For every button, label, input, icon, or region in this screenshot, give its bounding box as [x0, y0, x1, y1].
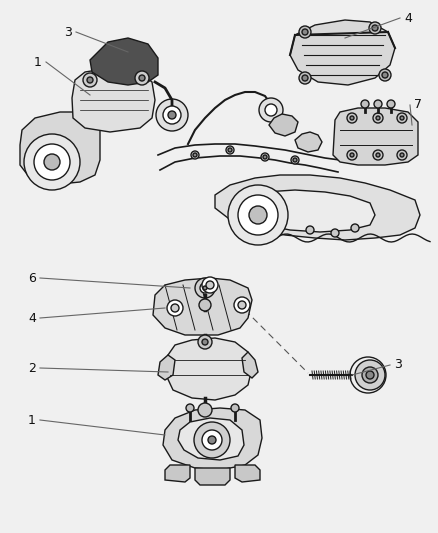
Polygon shape — [178, 418, 244, 460]
Circle shape — [387, 100, 395, 108]
Text: 4: 4 — [404, 12, 412, 25]
Circle shape — [400, 153, 404, 157]
Polygon shape — [165, 465, 190, 482]
Circle shape — [382, 72, 388, 78]
Circle shape — [202, 339, 208, 345]
Polygon shape — [153, 278, 252, 335]
Text: 1: 1 — [28, 414, 36, 426]
Polygon shape — [269, 114, 298, 136]
Polygon shape — [215, 175, 420, 240]
Circle shape — [139, 75, 145, 81]
Circle shape — [291, 156, 299, 164]
Text: 2: 2 — [28, 361, 36, 375]
Circle shape — [199, 299, 211, 311]
Circle shape — [379, 69, 391, 81]
Circle shape — [231, 404, 239, 412]
Polygon shape — [295, 132, 322, 152]
Circle shape — [208, 436, 216, 444]
Text: 3: 3 — [394, 359, 402, 372]
Circle shape — [193, 153, 197, 157]
Text: 3: 3 — [64, 26, 72, 38]
Circle shape — [265, 104, 277, 116]
Polygon shape — [72, 68, 155, 132]
Circle shape — [226, 146, 234, 154]
Circle shape — [163, 106, 181, 124]
Polygon shape — [235, 465, 260, 482]
Circle shape — [44, 154, 60, 170]
Polygon shape — [166, 338, 252, 400]
Circle shape — [261, 153, 269, 161]
Circle shape — [362, 367, 378, 383]
Circle shape — [397, 150, 407, 160]
Circle shape — [397, 113, 407, 123]
Polygon shape — [20, 112, 100, 185]
Circle shape — [194, 422, 230, 458]
Polygon shape — [158, 355, 175, 380]
Circle shape — [171, 304, 179, 312]
Circle shape — [259, 98, 283, 122]
Circle shape — [302, 29, 308, 35]
Circle shape — [203, 286, 207, 290]
Circle shape — [373, 150, 383, 160]
Circle shape — [167, 300, 183, 316]
Circle shape — [361, 100, 369, 108]
Circle shape — [347, 150, 357, 160]
Circle shape — [238, 195, 278, 235]
Circle shape — [347, 113, 357, 123]
Circle shape — [351, 224, 359, 232]
Circle shape — [34, 144, 70, 180]
Polygon shape — [90, 38, 158, 85]
Text: 1: 1 — [34, 55, 42, 69]
Polygon shape — [195, 468, 230, 485]
Circle shape — [293, 158, 297, 162]
Circle shape — [400, 116, 404, 120]
Circle shape — [234, 297, 250, 313]
Circle shape — [263, 155, 267, 159]
Circle shape — [331, 229, 339, 237]
Polygon shape — [242, 352, 258, 378]
Polygon shape — [163, 408, 262, 470]
Circle shape — [350, 116, 354, 120]
Circle shape — [238, 301, 246, 309]
Circle shape — [168, 111, 176, 119]
Circle shape — [87, 77, 93, 83]
Circle shape — [186, 404, 194, 412]
Circle shape — [299, 72, 311, 84]
Circle shape — [376, 116, 380, 120]
Circle shape — [228, 185, 288, 245]
Circle shape — [24, 134, 80, 190]
Circle shape — [198, 403, 212, 417]
Circle shape — [369, 22, 381, 34]
Circle shape — [376, 153, 380, 157]
Polygon shape — [236, 190, 375, 232]
Circle shape — [372, 25, 378, 31]
Circle shape — [198, 335, 212, 349]
Circle shape — [302, 75, 308, 81]
Circle shape — [206, 281, 214, 289]
Circle shape — [299, 26, 311, 38]
Circle shape — [249, 206, 267, 224]
Circle shape — [374, 100, 382, 108]
Text: 4: 4 — [28, 311, 36, 325]
Circle shape — [191, 151, 199, 159]
Circle shape — [373, 113, 383, 123]
Circle shape — [202, 277, 218, 293]
Circle shape — [195, 278, 215, 298]
Circle shape — [156, 99, 188, 131]
Circle shape — [366, 371, 374, 379]
Text: 6: 6 — [28, 271, 36, 285]
Circle shape — [228, 148, 232, 152]
Circle shape — [83, 73, 97, 87]
Circle shape — [306, 226, 314, 234]
Polygon shape — [290, 20, 395, 85]
Circle shape — [200, 283, 210, 293]
Circle shape — [135, 71, 149, 85]
Polygon shape — [333, 108, 418, 165]
Circle shape — [202, 430, 222, 450]
Circle shape — [355, 360, 385, 390]
Circle shape — [350, 153, 354, 157]
Text: 7: 7 — [414, 99, 422, 111]
